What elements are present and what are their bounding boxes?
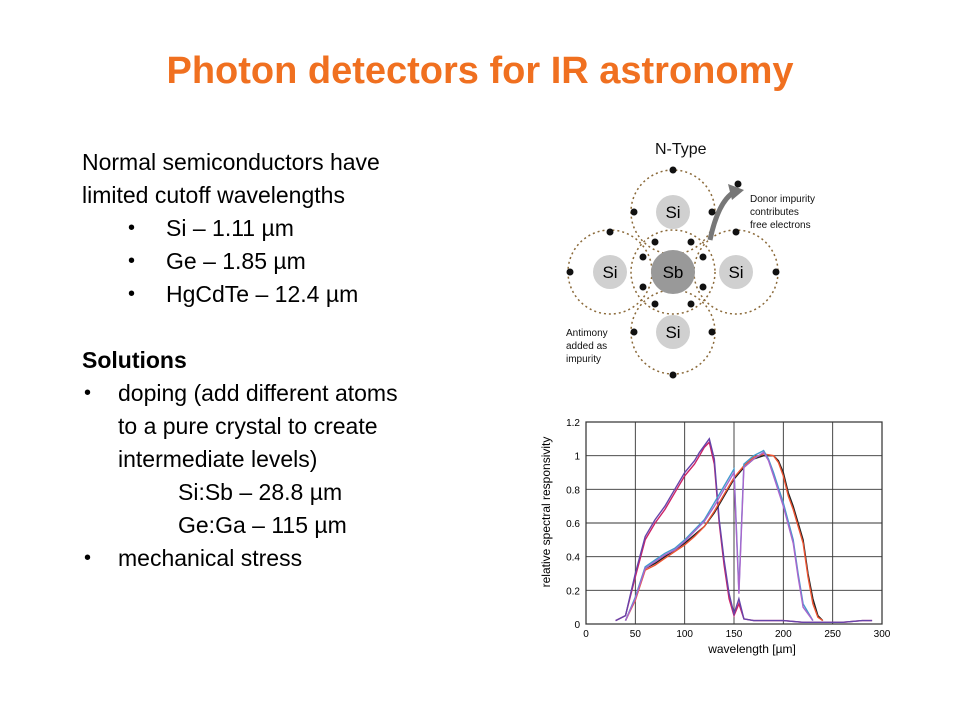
donor-note: Donor impurity contributes free electron… bbox=[750, 194, 818, 231]
x-tick-label: 100 bbox=[676, 629, 693, 640]
x-tick-label: 50 bbox=[630, 629, 642, 640]
y-tick-label: 0.2 bbox=[566, 586, 580, 597]
doping-line: to a pure crystal to create bbox=[118, 413, 378, 439]
series-line bbox=[624, 449, 814, 621]
responsivity-chart: 0 50 100 150 200 250 300 0 0.2 0.4 0.6 0.8 1 1.2 wav… bbox=[539, 418, 891, 656]
electrons bbox=[566, 166, 780, 379]
sb-atom bbox=[651, 250, 695, 294]
y-tick-label: 1.2 bbox=[566, 418, 580, 429]
x-axis-label: wavelength [µm] bbox=[707, 642, 796, 656]
atom-label: Si bbox=[602, 263, 617, 282]
n-type-diagram: N-Type Si Si Si Si Sb Donor impurity con… bbox=[566, 141, 818, 379]
doping-example: Ge:Ga – 115 µm bbox=[178, 512, 347, 538]
solution-item-doping: doping (add different atoms to a pure cr… bbox=[82, 377, 502, 476]
y-tick-label: 0.6 bbox=[566, 519, 580, 530]
cutoff-list: Si – 1.11 µm Ge – 1.85 µm HgCdTe – 12.4 … bbox=[82, 212, 502, 311]
series-line bbox=[624, 451, 814, 622]
solutions-heading: Solutions bbox=[82, 347, 187, 373]
cutoff-item: Si – 1.11 µm bbox=[82, 212, 502, 245]
x-tick-label: 0 bbox=[583, 629, 589, 640]
atom-label-center: Sb bbox=[663, 263, 684, 282]
cutoff-item: HgCdTe – 12.4 µm bbox=[82, 278, 502, 311]
x-tick-label: 200 bbox=[775, 629, 792, 640]
y-tick-label: 0.4 bbox=[566, 553, 580, 564]
intro-line: Normal semiconductors have bbox=[82, 149, 380, 175]
si-atom bbox=[656, 315, 690, 349]
atom-label: Si bbox=[665, 323, 680, 342]
atom-label: Si bbox=[665, 203, 680, 222]
x-tick-label: 150 bbox=[726, 629, 743, 640]
slide-body: Normal semiconductors have limited cutof… bbox=[82, 146, 502, 575]
doping-line: doping (add different atoms bbox=[118, 380, 398, 406]
solution-item-stress: mechanical stress bbox=[82, 542, 502, 575]
series-line bbox=[615, 437, 873, 624]
si-atom bbox=[593, 255, 627, 289]
slide-title: Photon detectors for IR astronomy bbox=[166, 50, 794, 92]
y-tick-label: 1 bbox=[574, 452, 580, 463]
y-axis-label: relative spectral responsivity bbox=[539, 437, 553, 588]
y-tick-labels: 0 0.2 0.4 0.6 0.8 1 1.2 bbox=[566, 418, 580, 631]
x-tick-labels: 0 50 100 150 200 250 300 bbox=[583, 629, 891, 640]
x-tick-label: 300 bbox=[874, 629, 891, 640]
si-atom bbox=[656, 195, 690, 229]
antimony-note: Antimony added as impurity bbox=[566, 328, 610, 365]
chart-series bbox=[615, 437, 873, 624]
y-tick-label: 0 bbox=[574, 620, 580, 631]
doping-line: intermediate levels) bbox=[118, 446, 318, 472]
cutoff-item: Ge – 1.85 µm bbox=[82, 245, 502, 278]
solutions-list: doping (add different atoms to a pure cr… bbox=[82, 377, 502, 476]
y-tick-label: 0.8 bbox=[566, 485, 580, 496]
doping-example: Si:Sb – 28.8 µm bbox=[178, 479, 343, 505]
atom-label: Si bbox=[728, 263, 743, 282]
x-tick-label: 250 bbox=[824, 629, 841, 640]
intro-line: limited cutoff wavelengths bbox=[82, 182, 345, 208]
si-atom bbox=[719, 255, 753, 289]
diagram-title: N-Type bbox=[655, 141, 707, 158]
